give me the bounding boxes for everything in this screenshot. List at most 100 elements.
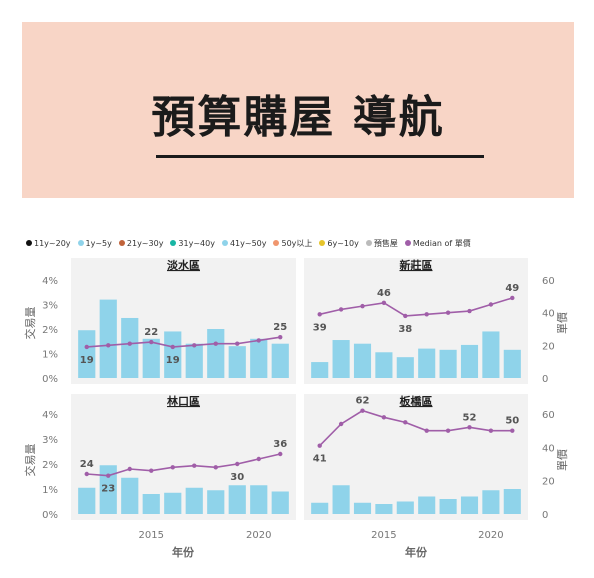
data-label: 38 (398, 324, 412, 335)
bar[interactable] (78, 330, 96, 378)
legend-item[interactable]: 21y~30y (118, 239, 163, 248)
line-point[interactable] (106, 343, 111, 348)
legend-item[interactable]: 50y以上 (273, 238, 312, 249)
line-point[interactable] (213, 341, 218, 346)
bar[interactable] (332, 485, 350, 514)
bar[interactable] (185, 343, 203, 378)
bar[interactable] (99, 299, 117, 378)
line-point[interactable] (192, 343, 197, 348)
bar[interactable] (482, 490, 500, 514)
x-tick-label: 2015 (371, 530, 396, 541)
legend-item[interactable]: Median of 單價 (404, 238, 471, 249)
line-point[interactable] (510, 428, 515, 433)
legend-item[interactable]: 31y~40y (170, 239, 215, 248)
bar[interactable] (121, 477, 139, 514)
bar[interactable] (396, 357, 414, 378)
bar[interactable] (185, 487, 203, 514)
line-point[interactable] (127, 466, 132, 472)
bar[interactable] (271, 491, 289, 515)
panel-title: 林口區 (167, 394, 200, 408)
line-point[interactable] (467, 425, 472, 430)
y-tick-label: 2% (42, 325, 58, 336)
bar[interactable] (207, 490, 225, 514)
line-point[interactable] (424, 312, 429, 317)
bar[interactable] (353, 502, 372, 514)
legend-item[interactable]: 41y~50y (221, 239, 266, 248)
line-point[interactable] (170, 344, 175, 350)
bar[interactable] (311, 502, 329, 514)
line-point[interactable] (317, 312, 322, 317)
line-point[interactable] (381, 415, 387, 420)
line-point[interactable] (278, 451, 283, 457)
bar[interactable] (439, 349, 457, 378)
panel-title: 新莊區 (400, 258, 433, 272)
bar[interactable] (396, 501, 414, 515)
line-point[interactable] (127, 341, 132, 346)
bar[interactable] (439, 499, 457, 514)
line-point[interactable] (424, 428, 429, 433)
line-point[interactable] (403, 313, 408, 319)
line-point[interactable] (360, 303, 365, 309)
chart-legend[interactable]: 11y~20y 1y~5y 21y~30y 31y~40y 41y~50y 50y以上 6y… (26, 237, 478, 249)
bar[interactable] (228, 485, 246, 514)
bar[interactable] (250, 338, 268, 378)
bar[interactable] (207, 329, 225, 378)
line-point[interactable] (235, 461, 240, 467)
line-point[interactable] (106, 473, 111, 478)
bar[interactable] (228, 346, 246, 378)
bar[interactable] (503, 489, 521, 514)
line-point[interactable] (510, 295, 515, 301)
line-point[interactable] (192, 463, 197, 468)
bar[interactable] (164, 492, 182, 514)
line-point[interactable] (213, 465, 218, 470)
line-point[interactable] (445, 310, 451, 315)
bar[interactable] (418, 496, 436, 515)
y2-tick-label: 20 (542, 477, 555, 488)
bar[interactable] (78, 487, 96, 514)
bar[interactable] (164, 331, 182, 378)
line-point[interactable] (149, 339, 154, 345)
bar[interactable] (142, 494, 160, 514)
line-point[interactable] (488, 302, 494, 307)
median-price-line (319, 409, 513, 447)
line-point[interactable] (170, 465, 175, 470)
legend-item[interactable]: 1y~5y (77, 239, 112, 248)
bar[interactable] (121, 317, 139, 378)
bar[interactable] (375, 504, 393, 514)
bar[interactable] (332, 340, 350, 378)
line-point[interactable] (381, 300, 387, 306)
bar[interactable] (250, 485, 268, 514)
line-point[interactable] (84, 471, 89, 477)
line-point[interactable] (403, 420, 408, 425)
bar[interactable] (142, 338, 160, 378)
x-tick-label: 2020 (478, 530, 503, 541)
line-point[interactable] (149, 468, 154, 473)
line-point[interactable] (256, 338, 261, 343)
line-point[interactable] (317, 443, 322, 448)
line-point[interactable] (278, 334, 283, 340)
line-point[interactable] (467, 308, 472, 314)
line-point[interactable] (360, 408, 365, 413)
line-point[interactable] (445, 428, 451, 433)
bar[interactable] (353, 343, 372, 378)
legend-label: 31y~40y (178, 238, 215, 248)
line-point[interactable] (235, 341, 240, 346)
legend-item[interactable]: 預售屋 (365, 238, 398, 249)
legend-item[interactable]: 11y~20y (26, 239, 71, 248)
bar[interactable] (418, 348, 436, 378)
bar[interactable] (271, 343, 289, 378)
legend-item[interactable]: 6y~10y (319, 239, 359, 248)
bar[interactable] (99, 465, 117, 514)
line-point[interactable] (84, 344, 89, 350)
bar[interactable] (460, 344, 479, 378)
y2-tick-label: 40 (542, 443, 555, 454)
bar[interactable] (503, 349, 521, 378)
line-point[interactable] (338, 307, 344, 312)
bar[interactable] (311, 362, 329, 378)
line-point[interactable] (488, 428, 494, 433)
bar[interactable] (375, 352, 393, 378)
line-point[interactable] (338, 421, 344, 427)
bar[interactable] (460, 496, 479, 515)
line-point[interactable] (256, 456, 261, 462)
bar[interactable] (482, 331, 500, 378)
